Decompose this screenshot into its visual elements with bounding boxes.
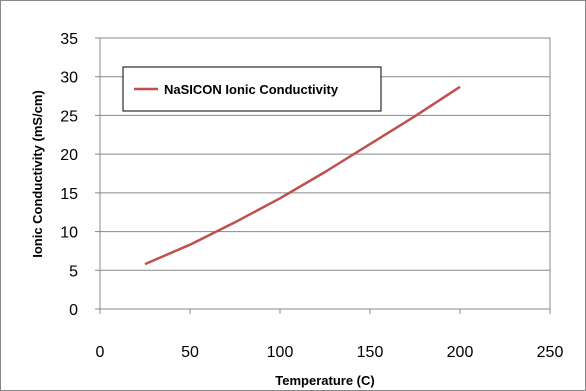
x-tick-label: 200 [447, 344, 474, 361]
legend-box [122, 66, 382, 112]
y-tick-label: 20 [60, 147, 78, 164]
y-tick-label: 30 [60, 70, 78, 87]
x-tick-label: 50 [181, 344, 199, 361]
x-tick-label: 100 [267, 344, 294, 361]
plot-area-frame [99, 37, 551, 310]
x-tick-label: 0 [96, 344, 105, 361]
y-tick-label: 35 [60, 31, 78, 48]
y-tick-label: 10 [60, 225, 78, 242]
legend: NaSICON Ionic Conductivity [122, 66, 382, 112]
y-axis-title: Ionic Conductivity (mS/cm) [30, 90, 45, 258]
tick-labels: 0 5 10 15 20 25 30 35 0 50 100 150 200 250 [60, 31, 563, 361]
series-line [144, 85, 461, 266]
legend-label: NaSICON Ionic Conductivity [164, 82, 339, 97]
x-tick-label: 150 [357, 344, 384, 361]
series-lines [144, 85, 461, 266]
x-axis-title: Temperature (C) [275, 373, 374, 388]
y-tick-label: 15 [60, 186, 78, 203]
y-tick-label: 25 [60, 108, 78, 125]
x-tick-label: 250 [537, 344, 564, 361]
y-tick-label: 0 [69, 302, 78, 319]
y-tick-label: 5 [69, 263, 78, 280]
